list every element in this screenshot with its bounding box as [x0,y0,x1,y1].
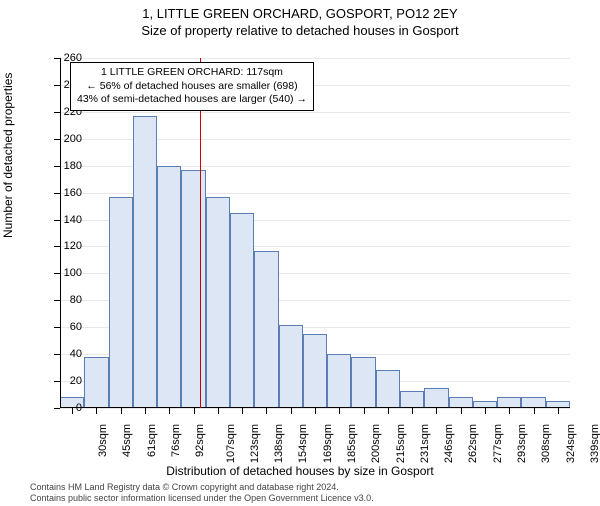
annotation-line: 1 LITTLE GREEN ORCHARD: 117sqm [77,66,307,80]
x-tick-label: 154sqm [298,424,310,463]
x-axis-label: Distribution of detached houses by size … [0,464,600,478]
x-tick [315,408,316,414]
x-tick-label: 262sqm [468,424,480,463]
y-tick-label: 40 [52,348,82,360]
x-tick [412,408,413,414]
x-tick [388,408,389,414]
x-tick-label: 30sqm [97,424,109,457]
y-tick-label: 60 [52,321,82,333]
histogram-bar [109,197,133,408]
x-tick-label: 215sqm [395,424,407,463]
x-tick [364,408,365,414]
x-tick [291,408,292,414]
y-tick-label: 20 [52,375,82,387]
gridline [60,58,570,59]
x-tick [169,408,170,414]
histogram-bar [230,213,254,408]
gridline [60,112,570,113]
x-tick [218,408,219,414]
x-tick-label: 308sqm [540,424,552,463]
page-subtitle: Size of property relative to detached ho… [0,23,600,38]
x-axis [60,407,570,408]
annotation-line: ← 56% of detached houses are smaller (69… [77,80,307,94]
y-tick-label: 120 [52,240,82,252]
x-tick-label: 107sqm [225,424,237,463]
histogram-bar [376,370,400,408]
x-tick-label: 61sqm [146,424,158,457]
page-title: 1, LITTLE GREEN ORCHARD, GOSPORT, PO12 2… [0,6,600,21]
histogram-bar [133,116,157,408]
histogram-bar [424,388,448,408]
annotation-line: 43% of semi-detached houses are larger (… [77,93,307,107]
x-tick-label: 324sqm [565,424,577,463]
histogram-bar [254,251,278,409]
histogram-bar [303,334,327,408]
x-tick [145,408,146,414]
footer-attribution: Contains HM Land Registry data © Crown c… [30,482,374,504]
histogram-bar [351,357,375,408]
histogram-bar [327,354,351,408]
y-axis-label: Number of detached properties [1,73,15,238]
histogram-bar [181,170,205,408]
x-tick [558,408,559,414]
x-tick-label: 231sqm [419,424,431,463]
x-tick [436,408,437,414]
x-tick-label: 123sqm [249,424,261,463]
x-tick [534,408,535,414]
footer-line: Contains public sector information licen… [30,493,374,504]
x-tick-label: 76sqm [170,424,182,457]
y-tick-label: 160 [52,187,82,199]
annotation-box: 1 LITTLE GREEN ORCHARD: 117sqm← 56% of d… [70,62,314,111]
x-tick-label: 246sqm [443,424,455,463]
x-tick [96,408,97,414]
y-tick-label: 80 [52,294,82,306]
x-tick [242,408,243,414]
footer-line: Contains HM Land Registry data © Crown c… [30,482,374,493]
y-tick-label: 100 [52,267,82,279]
y-tick-label: 140 [52,214,82,226]
x-tick-label: 293sqm [516,424,528,463]
histogram-bar [84,357,108,408]
x-tick-label: 92sqm [194,424,206,457]
x-tick [266,408,267,414]
histogram-bar [206,197,230,408]
x-tick-label: 169sqm [322,424,334,463]
histogram-bar [400,391,424,409]
y-tick-label: 180 [52,160,82,172]
x-tick [339,408,340,414]
y-tick-label: 0 [52,402,82,414]
x-tick-label: 277sqm [492,424,504,463]
x-tick-label: 339sqm [589,424,600,463]
x-tick-label: 200sqm [370,424,382,463]
x-tick [194,408,195,414]
x-tick-label: 45sqm [121,424,133,457]
y-tick-label: 200 [52,133,82,145]
histogram-bar [279,325,303,408]
x-tick [461,408,462,414]
x-tick [485,408,486,414]
x-tick [509,408,510,414]
x-tick [121,408,122,414]
x-tick-label: 185sqm [346,424,358,463]
histogram-bar [157,166,181,408]
x-tick-label: 138sqm [273,424,285,463]
